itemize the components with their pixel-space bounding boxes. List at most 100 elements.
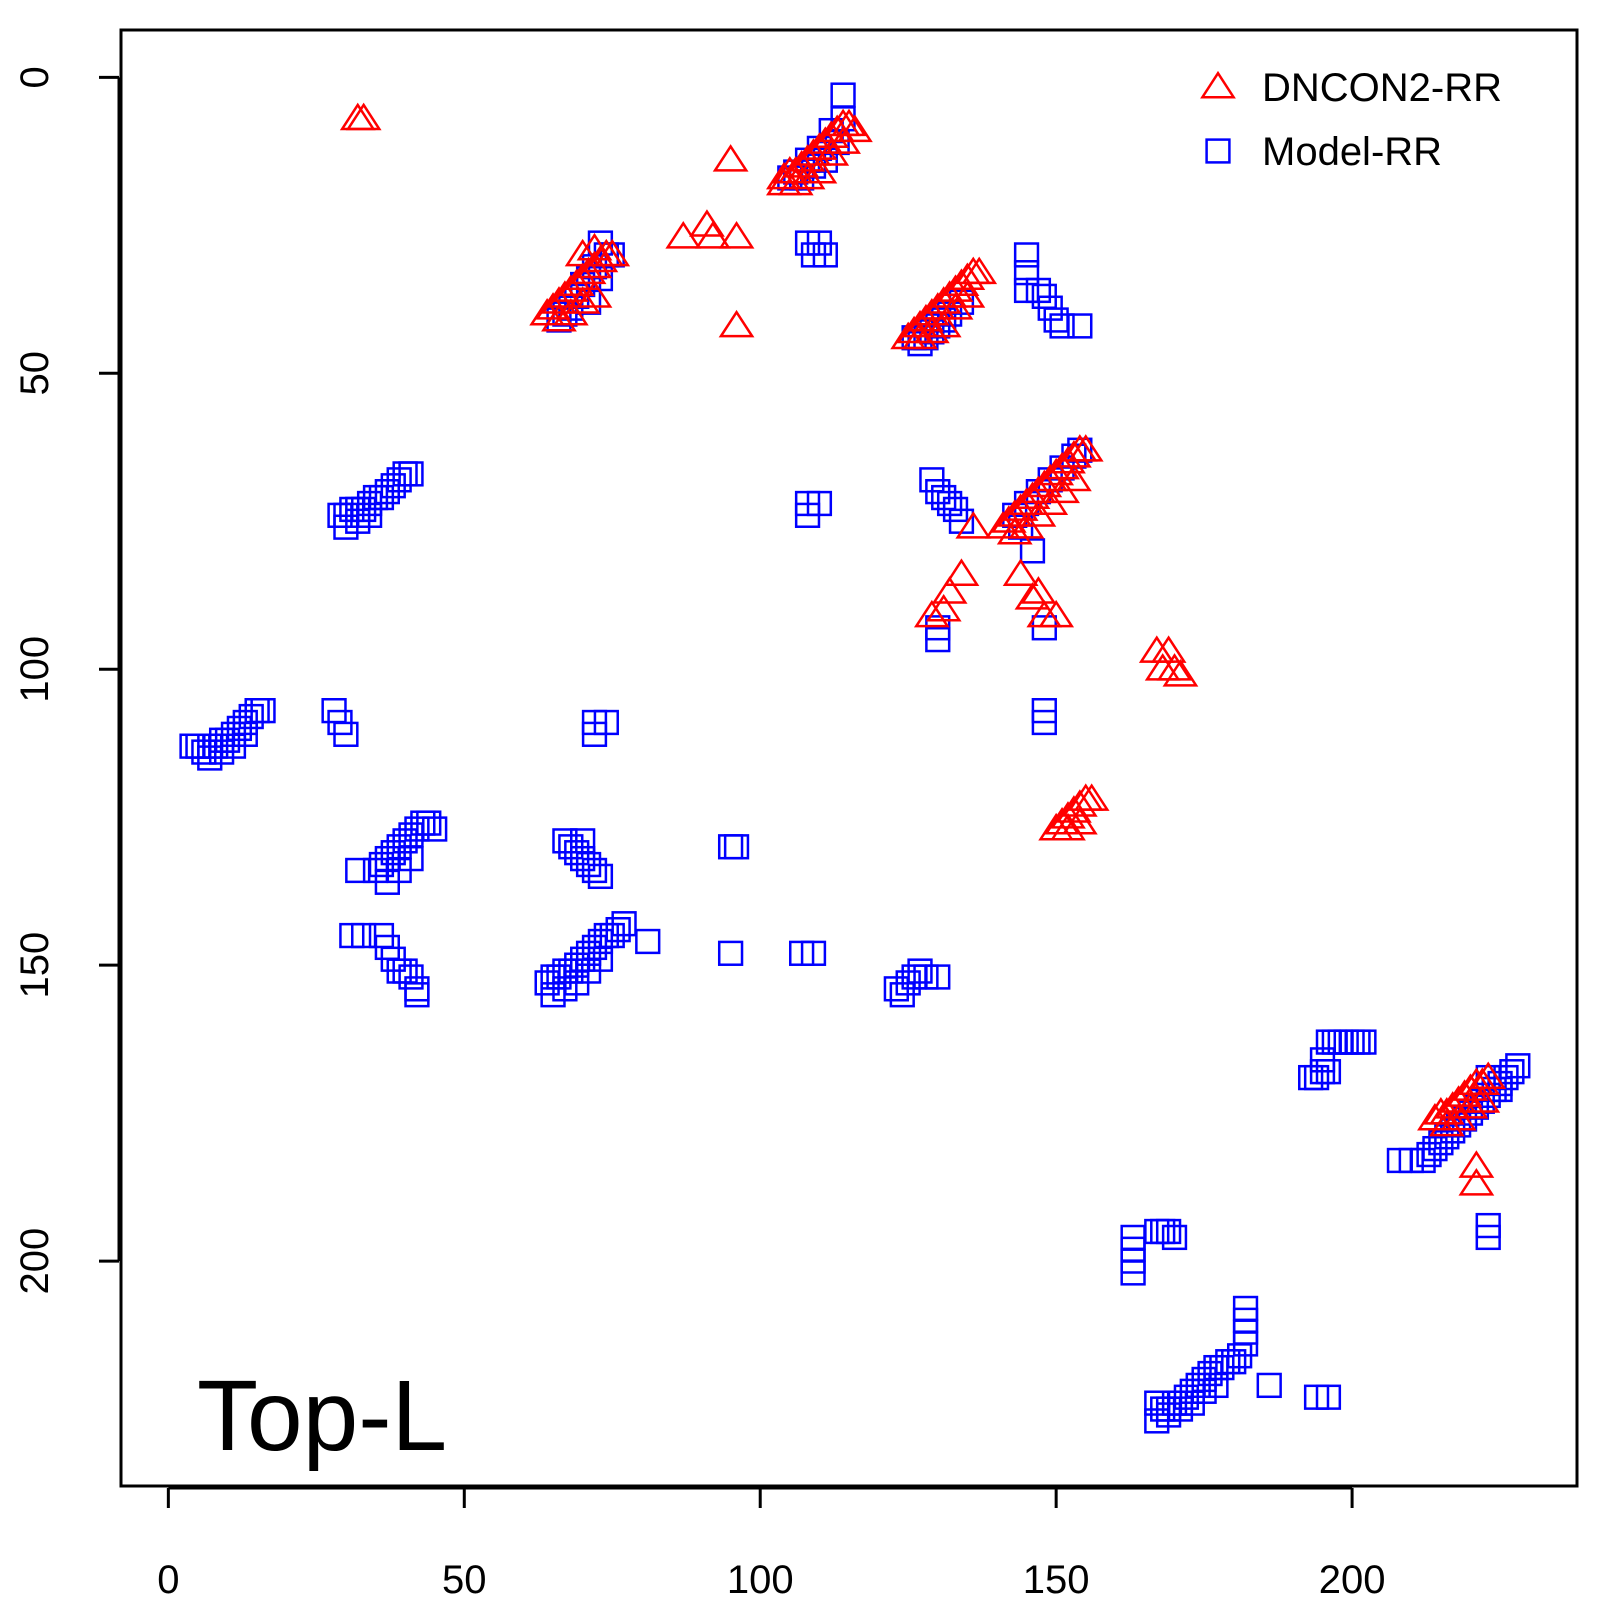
x-tick-label: 200: [1319, 1558, 1386, 1600]
dncon2-rr-point: [1073, 783, 1110, 811]
model-rr-point: [1226, 1343, 1253, 1369]
dncon2-rr-point: [1452, 1091, 1489, 1119]
model-rr-point: [723, 834, 750, 860]
model-rr-point: [1067, 313, 1093, 339]
dncon2-rr-point: [1061, 807, 1098, 835]
dncon2-rr-point: [819, 114, 856, 143]
model-rr-point: [1013, 242, 1040, 268]
model-rr-point: [1203, 1372, 1229, 1399]
model-rr-point: [1315, 1384, 1342, 1410]
dncon2-rr-point: [694, 221, 731, 249]
dncon2-rr-point: [1067, 434, 1104, 462]
model-rr-point: [587, 946, 614, 972]
model-rr-point: [925, 964, 951, 990]
data-points: [179, 82, 1531, 1434]
dncon2-rr-point: [1150, 635, 1187, 663]
panel-annotation: Top-L: [197, 1360, 447, 1472]
model-rr-point: [605, 916, 631, 943]
dncon2-rr-point: [801, 155, 838, 184]
dncon2-rr-point: [943, 558, 980, 586]
model-rr-point: [1475, 1224, 1501, 1251]
x-tick-label: 150: [1023, 1558, 1090, 1600]
model-rr-point: [717, 940, 744, 966]
model-rr-point: [717, 834, 744, 860]
dncon2-rr-point: [925, 593, 962, 622]
dncon2-rr-point: [564, 238, 601, 267]
model-rr-point: [925, 626, 951, 653]
dncon2-rr-point: [1458, 1168, 1495, 1196]
model-rr-point: [611, 911, 637, 937]
dncon2-rr-point: [1020, 576, 1057, 604]
dncon2-rr-point: [564, 286, 601, 314]
dncon2-rr-point: [1156, 653, 1193, 681]
dncon2-rr-point: [1464, 1067, 1501, 1095]
model-rr-point: [1155, 1218, 1182, 1245]
dncon2-rr-point: [949, 280, 986, 308]
dncon2-rr-point: [789, 161, 826, 190]
dncon2-rr-point: [961, 256, 998, 285]
dncon2-rr-point: [1038, 599, 1075, 628]
legend-label: Model-RR: [1262, 130, 1442, 174]
model-rr-point: [581, 857, 608, 884]
dncon2-rr-point: [1014, 582, 1051, 610]
dncon2-rr-point: [1464, 1085, 1501, 1113]
x-tick-label: 100: [727, 1558, 794, 1600]
model-rr-point: [800, 242, 827, 268]
x-tick-label: 0: [157, 1558, 179, 1600]
dncon2-rr-point: [931, 576, 968, 604]
dncon2-rr-point: [1470, 1061, 1507, 1090]
dncon2-rr-point: [1162, 659, 1199, 687]
dncon2-rr-point: [576, 280, 613, 308]
dncon2-rr-point: [925, 309, 962, 338]
dncon2-rr-point: [541, 303, 577, 332]
y-tick-label: 50: [13, 351, 57, 396]
dncon2-rr-point: [955, 511, 992, 539]
model-rr-point: [333, 721, 359, 747]
legend: DNCON2-RR Model-RR: [1200, 66, 1502, 174]
dncon2-rr-point: [1458, 1150, 1495, 1178]
dncon2-rr-point: [339, 102, 376, 131]
dncon2-rr-point: [594, 238, 631, 267]
legend-marker-square: [1205, 138, 1231, 164]
model-rr-point: [1221, 1349, 1247, 1375]
model-rr-point: [570, 828, 596, 854]
model-rr-point: [830, 82, 856, 108]
dncon2-rr-point: [996, 516, 1033, 545]
dncon2-rr-point: [1050, 812, 1086, 841]
model-rr-point: [1120, 1260, 1146, 1286]
plot-frame: [119, 28, 1579, 1488]
model-rr-point: [907, 958, 933, 984]
dncon2-rr-point: [913, 315, 950, 344]
y-tick-label: 200: [13, 1228, 57, 1295]
model-rr-point: [800, 940, 827, 966]
model-rr-point: [794, 502, 821, 528]
y-tick-label: 100: [13, 636, 57, 703]
legend-label: DNCON2-RR: [1262, 66, 1502, 110]
model-rr-point: [1049, 313, 1075, 339]
model-rr-point: [345, 857, 371, 884]
y-tick-label: 150: [13, 932, 57, 999]
model-rr-point: [356, 502, 383, 528]
dncon2-rr-point: [1002, 558, 1039, 586]
model-rr-point: [1161, 1224, 1188, 1251]
model-rr-point: [422, 816, 448, 842]
dncon2-rr-point: [1061, 789, 1098, 817]
dncon2-rr-point: [1056, 463, 1092, 492]
dncon2-rr-point: [1428, 1108, 1465, 1137]
model-rr-point: [635, 928, 661, 955]
y-tick-label: 0: [13, 66, 57, 88]
x-axis: 0 50 100 150 200: [157, 1486, 1386, 1600]
model-rr-point: [593, 709, 619, 736]
model-rr-point: [416, 810, 442, 836]
dncon2-rr-point: [689, 209, 725, 237]
model-rr-point: [398, 461, 424, 487]
model-rr-point: [404, 982, 430, 1008]
dncon2-rr-point: [345, 102, 382, 131]
dncon2-rr-point: [949, 262, 986, 291]
model-rr-point: [587, 863, 614, 890]
legend-marker-triangle: [1200, 70, 1236, 99]
model-rr-point: [398, 845, 424, 872]
dncon2-rr-point: [576, 232, 613, 261]
dncon2-rr-point: [913, 599, 950, 628]
